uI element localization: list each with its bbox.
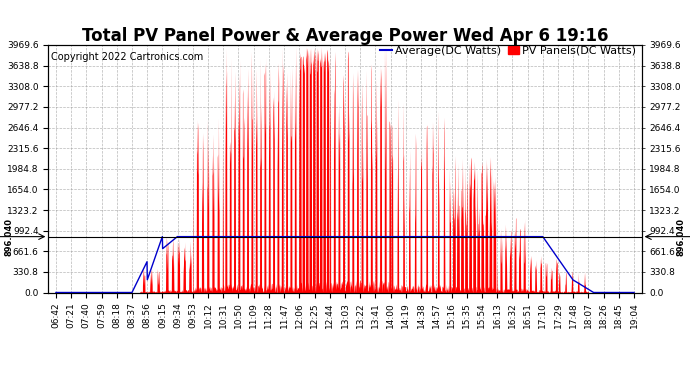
Text: 896.040: 896.040 [5, 217, 14, 256]
Legend: Average(DC Watts), PV Panels(DC Watts): Average(DC Watts), PV Panels(DC Watts) [380, 46, 636, 56]
Text: 896.040: 896.040 [676, 217, 685, 256]
Title: Total PV Panel Power & Average Power Wed Apr 6 19:16: Total PV Panel Power & Average Power Wed… [81, 27, 609, 45]
Text: Copyright 2022 Cartronics.com: Copyright 2022 Cartronics.com [51, 53, 204, 62]
